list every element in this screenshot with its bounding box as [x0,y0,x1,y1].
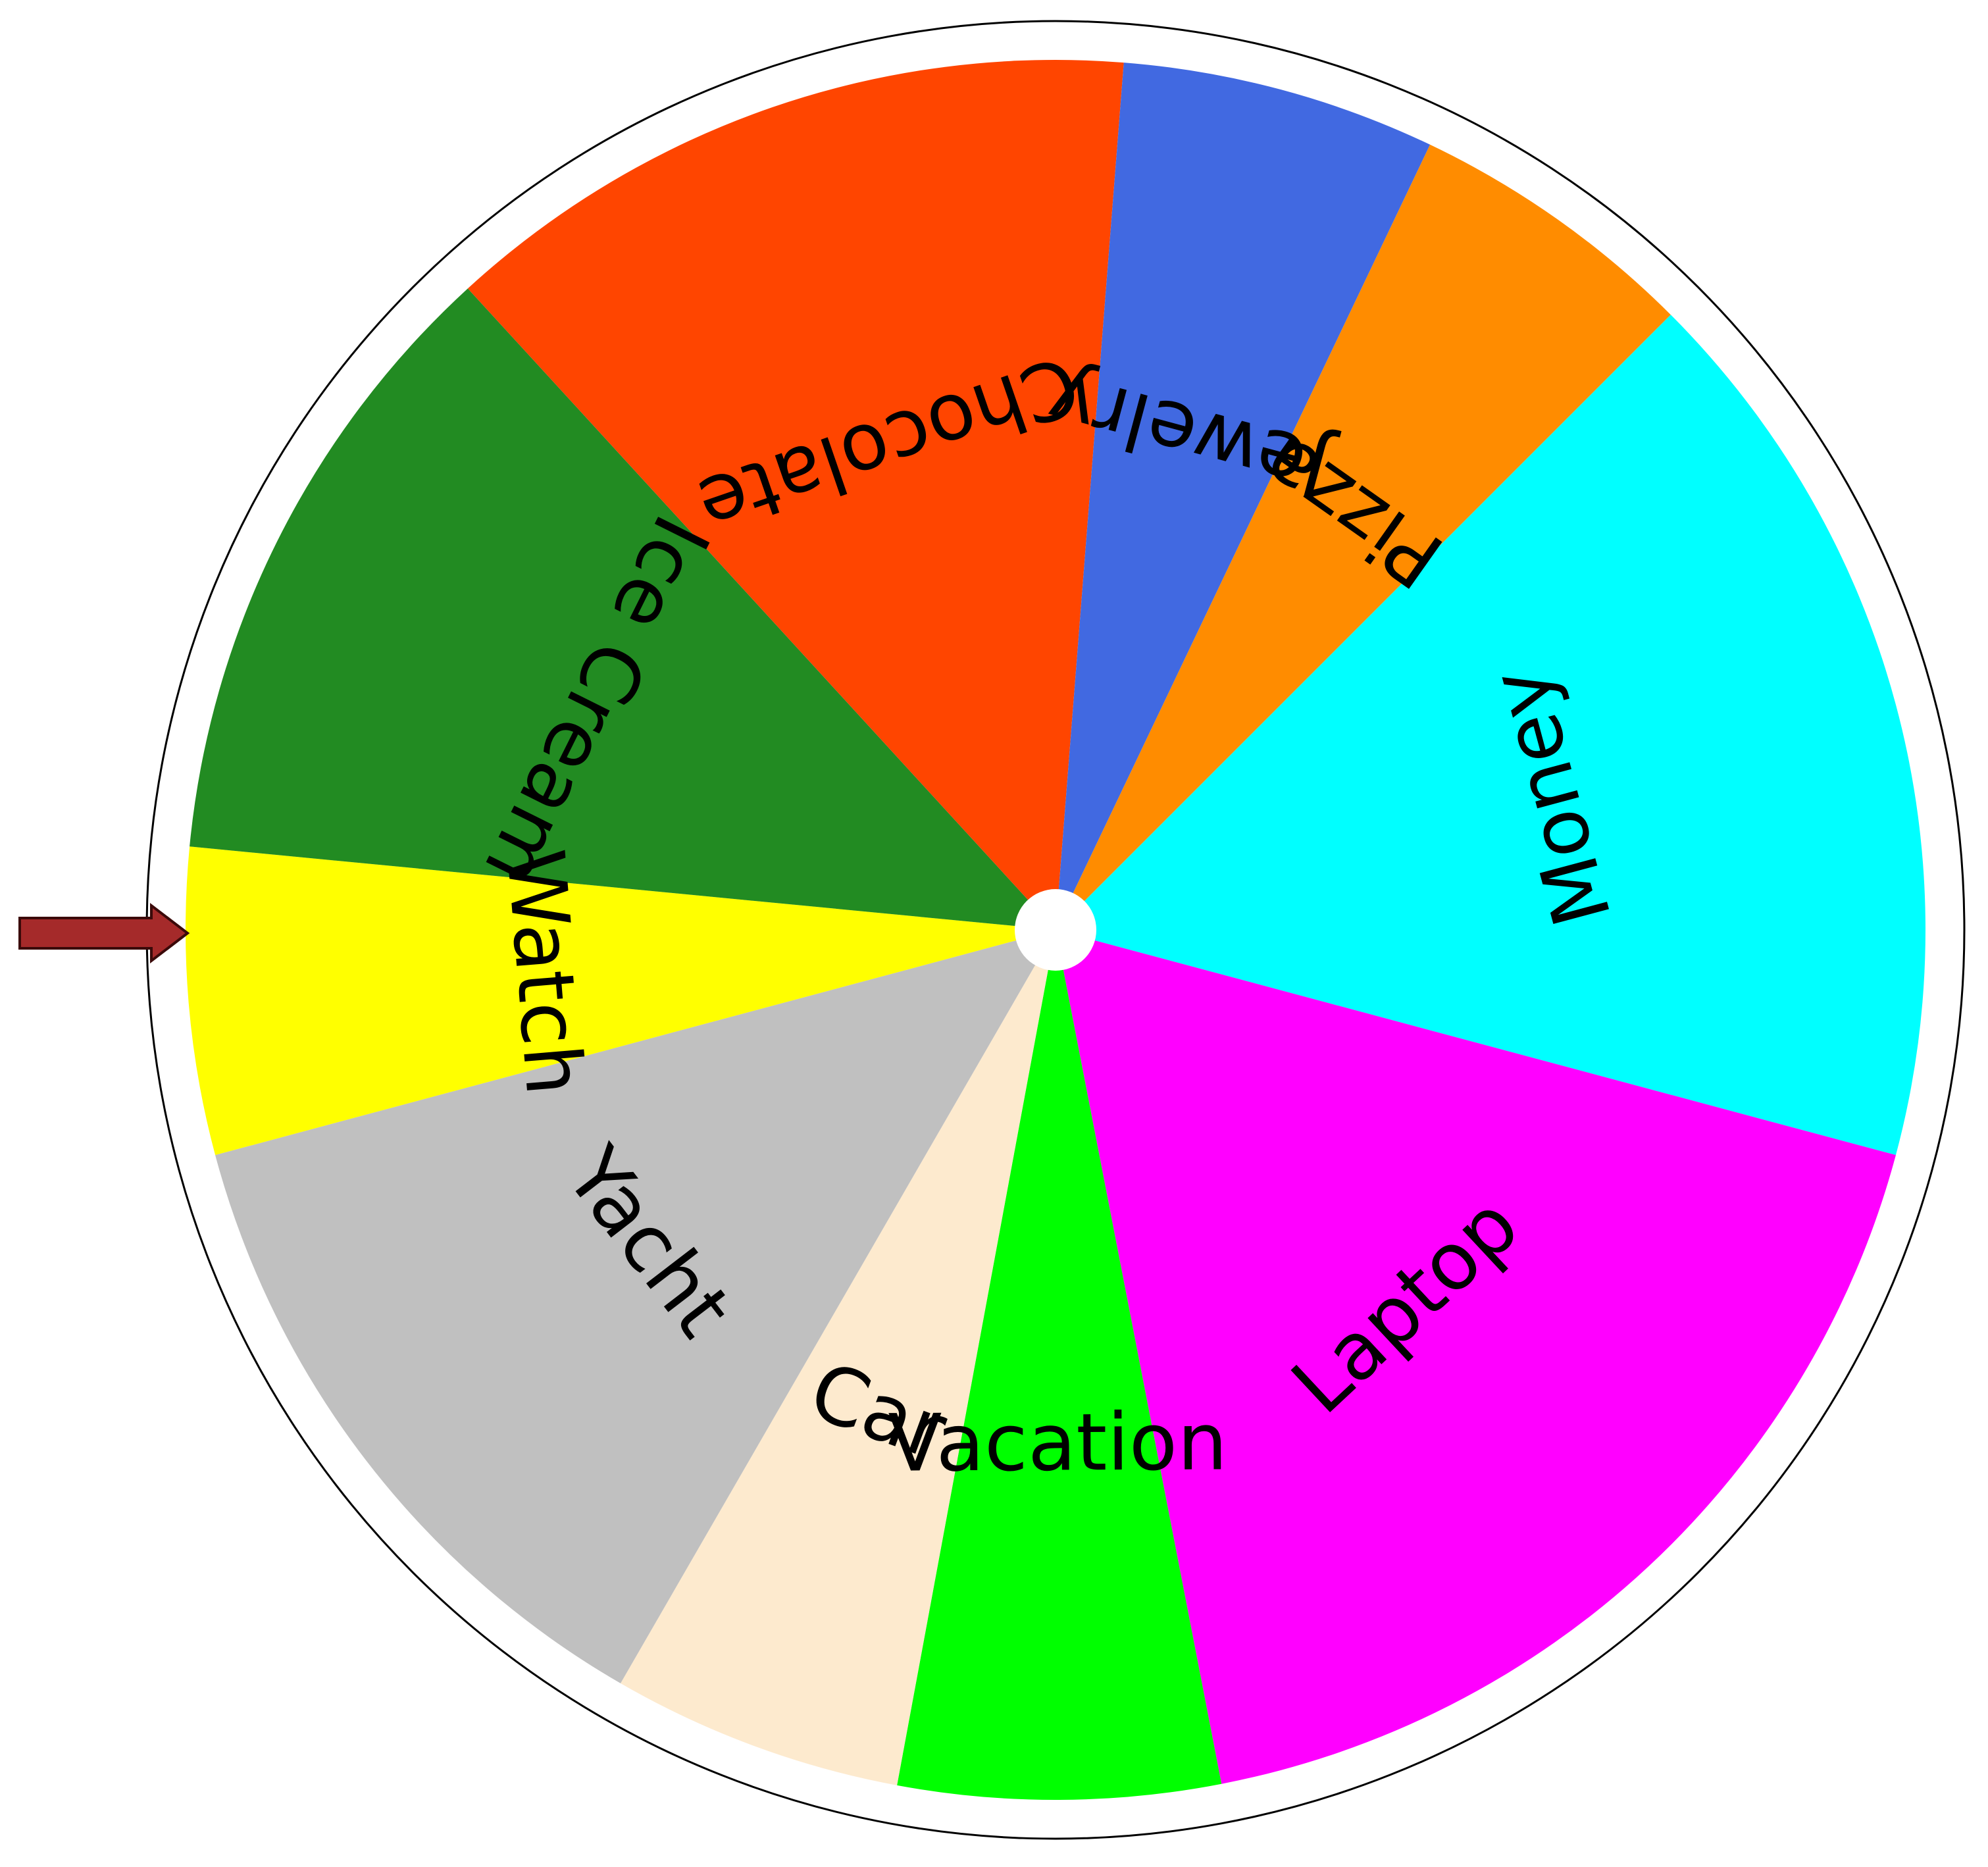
wheel-hub[interactable] [1015,889,1096,971]
wheel-segment-watch [185,846,1056,1156]
wheel-segment-yacht [215,930,1056,1683]
wheel-segment-chocolate [467,60,1124,931]
wheel-segment-money [1056,315,1925,1156]
wheel-segment-pizza [1056,144,1671,931]
wheel-segment-jewelry [1056,63,1431,930]
wheel-segment-label: Watch [488,846,599,1099]
wheel-segments [185,60,1925,1801]
wheel-segment-vacation [897,930,1222,1801]
wheel-segment-label: Vacation [888,1396,1227,1489]
arrow-right-icon [18,902,190,964]
wheel-segment-ice-cream [190,288,1056,931]
wheel-segment-car [621,930,1056,1785]
wheel-segment-laptop [1056,930,1896,1784]
